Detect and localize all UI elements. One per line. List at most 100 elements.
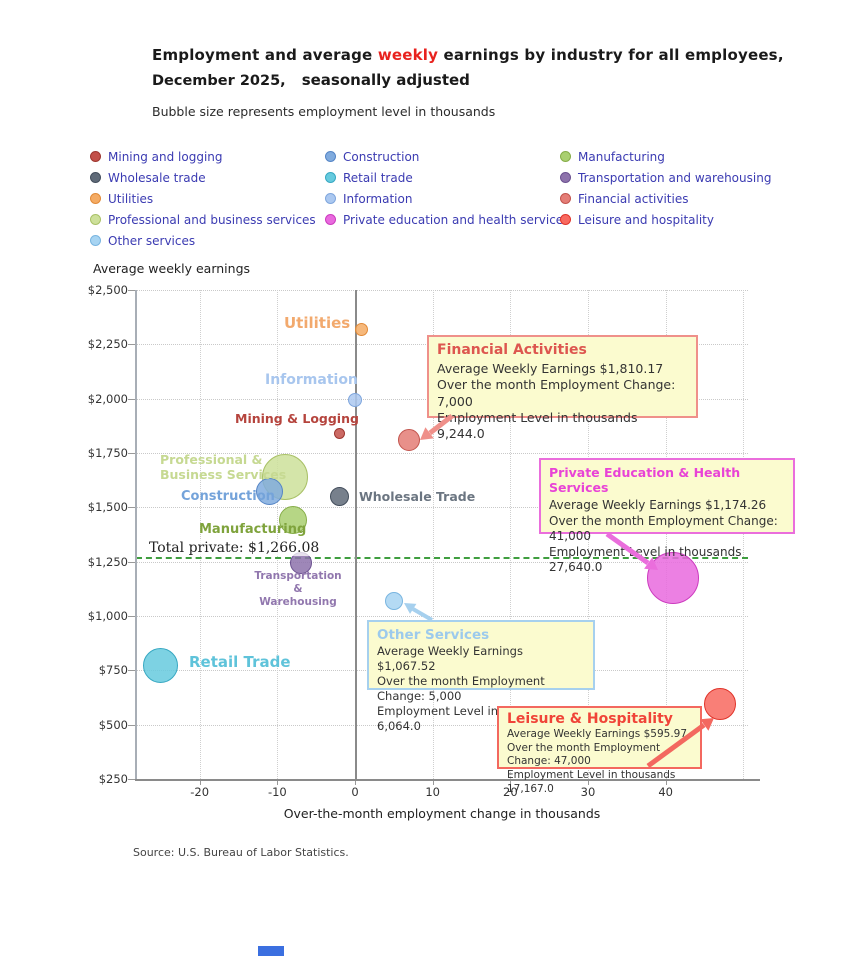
gridline-y <box>136 507 748 509</box>
callout-line: Over the month Employment Change: 41,000 <box>549 513 778 544</box>
x-axis-line <box>135 779 760 781</box>
chart-title-line1: Employment and average weekly earnings b… <box>152 46 784 64</box>
y-tick-mark <box>128 507 136 509</box>
legend-item-manufacturing[interactable]: Manufacturing <box>560 146 771 167</box>
legend-label: Private education and health services <box>343 212 570 227</box>
legend-item-wholesale-trade[interactable]: Wholesale trade <box>90 167 316 188</box>
label-retail-trade: Retail Trade <box>189 653 291 671</box>
legend-item-construction[interactable]: Construction <box>325 146 569 167</box>
x-tick-label: 0 <box>351 785 359 799</box>
legend-dot-icon <box>560 193 571 204</box>
gridline-x <box>277 290 279 779</box>
legend-item-private-education-health[interactable]: Private education and health services <box>325 209 569 230</box>
arrow-to-other-services <box>404 603 434 622</box>
bubble-other-services[interactable] <box>384 592 403 611</box>
callout-title: Leisure & Hospitality <box>507 711 673 727</box>
legend-item-information[interactable]: Information <box>325 188 569 209</box>
legend-label: Construction <box>343 149 420 164</box>
callout-line: Over the month Employment Change: 5,000 <box>377 673 545 703</box>
callout-line: Average Weekly Earnings $1,174.26 <box>549 498 767 512</box>
y-tick-mark <box>128 344 136 346</box>
x-tick-label: 40 <box>658 785 673 799</box>
y-tick-label: $2,000 <box>87 391 128 406</box>
bubble-private-education-health[interactable] <box>647 552 700 605</box>
legend-item-retail-trade[interactable]: Retail trade <box>325 167 569 188</box>
bubble-mining-logging[interactable] <box>333 428 345 440</box>
callout-financial-activities: Financial Activities Average Weekly Earn… <box>427 335 698 441</box>
gridline-x <box>199 290 201 779</box>
legend-dot-icon <box>560 151 571 162</box>
bubble-professional-business-services[interactable] <box>262 453 309 500</box>
x-tick-mark <box>665 779 667 785</box>
x-tick-label: 20 <box>503 785 518 799</box>
legend-item-financial-activities[interactable]: Financial activities <box>560 188 771 209</box>
y-tick-label: $2,250 <box>87 337 128 352</box>
y-tick-mark <box>128 724 136 726</box>
bubble-manufacturing[interactable] <box>278 506 307 535</box>
bottom-edge-artifact <box>258 946 284 956</box>
legend-column-3: Manufacturing Transportation and warehou… <box>560 146 771 230</box>
legend-item-professional-business-services[interactable]: Professional and business services <box>90 209 316 230</box>
x-tick-label: 10 <box>425 785 440 799</box>
x-tick-mark <box>588 779 589 785</box>
bubble-retail-trade[interactable] <box>143 648 179 684</box>
y-tick-mark <box>128 561 136 563</box>
gridline-y <box>136 561 748 563</box>
legend-label: Utilities <box>108 191 154 206</box>
chart-title-line2: December 2025, seasonally adjusted <box>152 71 470 89</box>
gridline-y <box>136 724 748 726</box>
callout-title: Other Services <box>377 627 490 643</box>
title-text: Employment and average <box>152 46 378 64</box>
legend-dot-icon <box>325 214 336 225</box>
label-construction: Construction <box>181 489 275 504</box>
bubble-financial-activities[interactable] <box>398 428 421 451</box>
callout-title: Private Education & Health Services <box>549 465 741 495</box>
y-axis-title: Average weekly earnings <box>93 261 251 276</box>
x-tick-label: -20 <box>190 785 210 799</box>
zero-reference-line <box>355 290 357 779</box>
callout-private-education-health: Private Education & Health Services Aver… <box>539 458 795 574</box>
y-axis-line <box>135 290 137 780</box>
y-tick-mark <box>128 290 136 291</box>
legend-dot-icon <box>560 214 571 225</box>
label-information: Information <box>265 372 358 388</box>
legend-item-leisure-hospitality[interactable]: Leisure and hospitality <box>560 209 771 230</box>
bubble-size-note: Bubble size represents employment level … <box>152 104 496 119</box>
legend-dot-icon <box>560 172 571 183</box>
legend-label: Financial activities <box>578 191 689 206</box>
bubble-wholesale-trade[interactable] <box>329 486 349 506</box>
x-tick-label: -10 <box>267 785 287 799</box>
legend-item-transportation-warehousing[interactable]: Transportation and warehousing <box>560 167 771 188</box>
title-highlight-weekly: weekly <box>377 46 439 64</box>
y-tick-label: $1,500 <box>87 500 128 515</box>
gridline-y <box>136 453 748 454</box>
bubble-utilities[interactable] <box>354 322 368 336</box>
callout-title: Financial Activities <box>437 342 587 358</box>
y-tick-mark <box>128 398 136 400</box>
legend-item-mining-and-logging[interactable]: Mining and logging <box>90 146 316 167</box>
callout-line: Average Weekly Earnings $1,810.17 <box>437 361 664 376</box>
gridline-x <box>588 290 589 779</box>
legend-dot-icon <box>90 193 101 204</box>
gridline-y <box>136 290 748 291</box>
legend-label: Manufacturing <box>578 149 665 164</box>
callout-line: Employment Level in thousands 9,244.0 <box>437 409 638 441</box>
bubble-leisure-hospitality[interactable] <box>704 687 737 720</box>
bubble-information[interactable] <box>348 393 362 408</box>
x-tick-mark <box>277 779 279 785</box>
legend-column-2: Construction Retail trade Information Pr… <box>325 146 569 230</box>
source-note: Source: U.S. Bureau of Labor Statistics. <box>133 846 349 859</box>
legend-item-utilities[interactable]: Utilities <box>90 188 316 209</box>
legend-dot-icon <box>325 193 336 204</box>
callout-line: Over the month Employment Change: 7,000 <box>437 377 676 409</box>
y-tick-label: $750 <box>98 663 128 678</box>
y-tick-label: $1,250 <box>87 554 128 569</box>
gridline-x <box>510 290 512 779</box>
y-tick-mark <box>128 453 136 454</box>
y-tick-label: $250 <box>98 772 128 786</box>
total-private-reference-label: Total private: $1,266.08 <box>147 540 322 556</box>
bubble-construction[interactable] <box>256 477 284 505</box>
callout-line: Employment Level in thousands 17,167.0 <box>507 768 676 795</box>
legend-item-other-services[interactable]: Other services <box>90 230 316 251</box>
gridline-x <box>432 290 434 779</box>
